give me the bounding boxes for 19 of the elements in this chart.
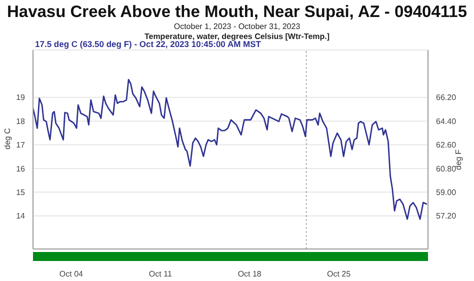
y-tick-label: 18 bbox=[16, 116, 26, 126]
x-tick-label: Oct 25 bbox=[327, 270, 352, 279]
y2-tick-label: 66.20 bbox=[436, 93, 457, 102]
chart-subtitle: October 1, 2023 - October 31, 2023 Temperature, water, degrees Celsius [Wtr-Temp.] bbox=[143, 22, 331, 41]
y2-tick-label: 62.60 bbox=[436, 140, 457, 150]
x-tick-label: Oct 11 bbox=[148, 270, 172, 279]
y-tick-label: 15 bbox=[16, 188, 26, 197]
y-tick-label: 16 bbox=[16, 164, 26, 174]
y2-tick-label: 59.00 bbox=[436, 188, 457, 197]
y2-tick-label: 57.20 bbox=[436, 212, 457, 221]
y-axis-title: deg C bbox=[2, 128, 12, 150]
x-tick-label: Oct 04 bbox=[59, 270, 84, 279]
x-tick-label: Oct 18 bbox=[238, 270, 262, 279]
chart-title: Havasu Creek Above the Mouth, Near Supai, AZ - 09404115 bbox=[6, 3, 468, 22]
y-tick-label: 19 bbox=[16, 93, 26, 102]
y2-tick-label: 64.40 bbox=[436, 116, 457, 126]
y-tick-label: 17 bbox=[16, 140, 26, 150]
y-tick-label: 14 bbox=[16, 212, 26, 221]
line-series bbox=[33, 78, 428, 220]
